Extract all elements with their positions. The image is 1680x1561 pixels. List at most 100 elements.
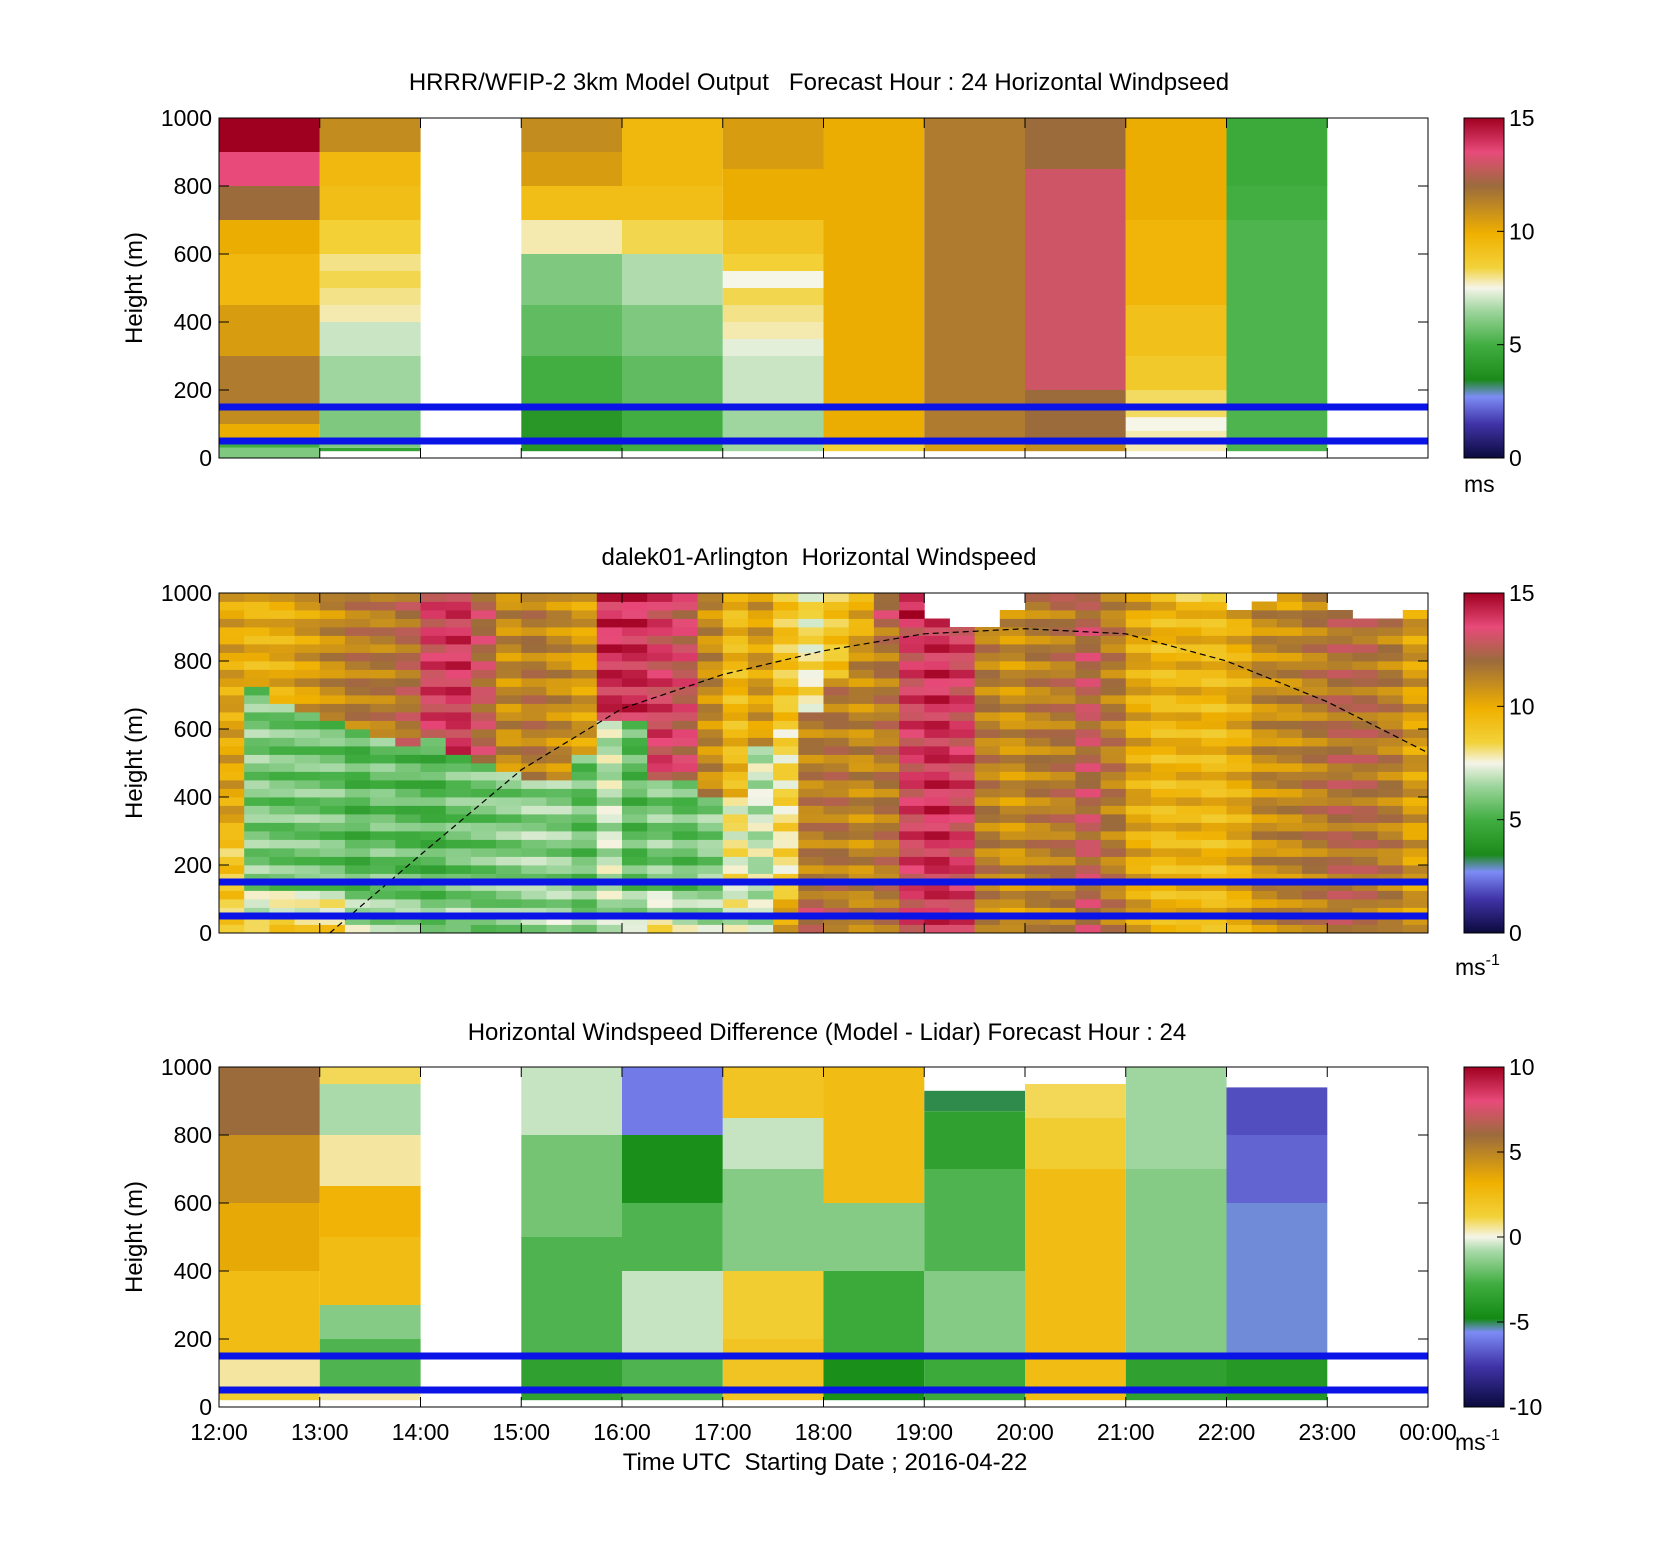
lidar-range-gate-cell — [244, 763, 270, 772]
lidar-range-gate-cell — [1226, 678, 1253, 687]
lidar-range-gate-cell — [773, 686, 799, 696]
lidar-range-gate-cell — [722, 635, 749, 645]
colorbar-tick-label: 5 — [1509, 1139, 1522, 1165]
lidar-range-gate-cell — [1100, 848, 1127, 857]
lidar-range-gate-cell — [521, 831, 547, 840]
lidar-range-gate-cell — [420, 652, 447, 662]
lidar-range-gate-cell — [1125, 780, 1152, 789]
panel3-reference-lines — [219, 1352, 1428, 1394]
lidar-range-gate-cell — [420, 771, 447, 781]
lidar-range-gate-cell — [370, 805, 396, 815]
lidar-range-gate-cell — [974, 831, 1001, 840]
lidar-range-gate-cell — [1150, 839, 1177, 849]
heatmap-cell — [1226, 1135, 1328, 1203]
lidar-range-gate-cell — [697, 644, 724, 653]
lidar-range-gate-cell — [1377, 788, 1404, 798]
lidar-range-gate-cell — [1100, 899, 1127, 908]
lidar-range-gate-cell — [697, 822, 724, 832]
lidar-range-gate-cell — [873, 797, 900, 806]
lidar-range-gate-cell — [647, 754, 673, 764]
lidar-range-gate-cell — [344, 814, 371, 823]
lidar-range-gate-cell — [1251, 610, 1278, 619]
lidar-range-gate-cell — [319, 703, 346, 713]
lidar-range-gate-cell — [1176, 618, 1202, 628]
lidar-range-gate-cell — [370, 729, 396, 738]
lidar-range-gate-cell — [1100, 780, 1127, 789]
lidar-range-gate-cell — [344, 839, 371, 849]
lidar-range-gate-cell — [899, 720, 925, 730]
lidar-range-gate-cell — [470, 907, 497, 917]
lidar-range-gate-cell — [798, 916, 824, 925]
heatmap-cell — [1125, 305, 1227, 356]
lidar-range-gate-cell — [1100, 746, 1127, 755]
lidar-range-gate-cell — [672, 737, 698, 747]
lidar-range-gate-cell — [1150, 771, 1177, 781]
lidar-range-gate-cell — [596, 652, 623, 662]
lidar-range-gate-cell — [848, 865, 875, 874]
lidar-range-gate-cell — [773, 618, 799, 628]
heatmap-cell — [622, 305, 723, 356]
lidar-range-gate-cell — [1050, 788, 1076, 798]
lidar-range-gate-cell — [1327, 916, 1353, 925]
lidar-range-gate-cell — [596, 720, 623, 730]
lidar-range-gate-cell — [1075, 618, 1101, 628]
lidar-range-gate-cell — [647, 618, 673, 628]
lidar-range-gate-cell — [1075, 661, 1101, 670]
lidar-range-gate-cell — [596, 754, 623, 764]
lidar-range-gate-cell — [1251, 686, 1278, 696]
lidar-range-gate-cell — [1050, 771, 1076, 781]
lidar-range-gate-cell — [823, 814, 850, 823]
lidar-range-gate-cell — [1025, 924, 1051, 934]
lidar-range-gate-cell — [722, 695, 749, 704]
lidar-range-gate-cell — [1251, 737, 1278, 747]
lidar-range-gate-cell — [596, 601, 623, 611]
lidar-range-gate-cell — [1201, 856, 1227, 866]
lidar-range-gate-cell — [571, 610, 598, 619]
lidar-range-gate-cell — [1150, 856, 1177, 866]
lidar-range-gate-cell — [1025, 712, 1051, 721]
lidar-range-gate-cell — [521, 618, 547, 628]
lidar-range-gate-cell — [823, 652, 850, 662]
lidar-range-gate-cell — [1402, 763, 1429, 772]
lidar-range-gate-cell — [546, 627, 572, 636]
lidar-range-gate-cell — [1075, 831, 1101, 840]
lidar-range-gate-cell — [672, 703, 698, 713]
lidar-range-gate-cell — [924, 899, 950, 908]
lidar-range-gate-cell — [1075, 924, 1101, 934]
lidar-range-gate-cell — [219, 695, 245, 704]
lidar-range-gate-cell — [1276, 771, 1303, 781]
heatmap-cell — [521, 1237, 623, 1356]
lidar-range-gate-cell — [244, 686, 270, 696]
lidar-range-gate-cell — [1302, 839, 1328, 849]
lidar-range-gate-cell — [546, 882, 572, 891]
lidar-range-gate-cell — [420, 635, 447, 645]
lidar-range-gate-cell — [848, 601, 875, 611]
lidar-range-gate-cell — [899, 601, 925, 611]
lidar-range-gate-cell — [672, 678, 698, 687]
lidar-range-gate-cell — [319, 822, 346, 832]
lidar-range-gate-cell — [445, 899, 472, 908]
lidar-range-gate-cell — [1377, 720, 1404, 730]
lidar-range-gate-cell — [873, 712, 900, 721]
lidar-range-gate-cell — [319, 839, 346, 849]
lidar-range-gate-cell — [1327, 856, 1353, 866]
lidar-range-gate-cell — [722, 924, 749, 934]
lidar-range-gate-cell — [370, 593, 396, 602]
lidar-range-gate-cell — [798, 797, 824, 806]
lidar-range-gate-cell — [219, 635, 245, 645]
lidar-range-gate-cell — [470, 678, 497, 687]
lidar-range-gate-cell — [319, 899, 346, 908]
lidar-range-gate-cell — [1276, 661, 1303, 670]
lidar-range-gate-cell — [294, 618, 321, 628]
lidar-range-gate-cell — [773, 788, 799, 798]
lidar-range-gate-cell — [571, 593, 598, 602]
y-tick-label: 0 — [199, 920, 212, 946]
lidar-range-gate-cell — [1276, 686, 1303, 696]
lidar-range-gate-cell — [773, 627, 799, 636]
lidar-range-gate-cell — [672, 831, 698, 840]
lidar-range-gate-cell — [294, 754, 321, 764]
panel3-title: Horizontal Windspeed Difference (Model -… — [468, 1019, 1187, 1046]
lidar-range-gate-cell — [1327, 822, 1353, 832]
lidar-range-gate-cell — [848, 924, 875, 934]
lidar-range-gate-cell — [219, 916, 245, 925]
